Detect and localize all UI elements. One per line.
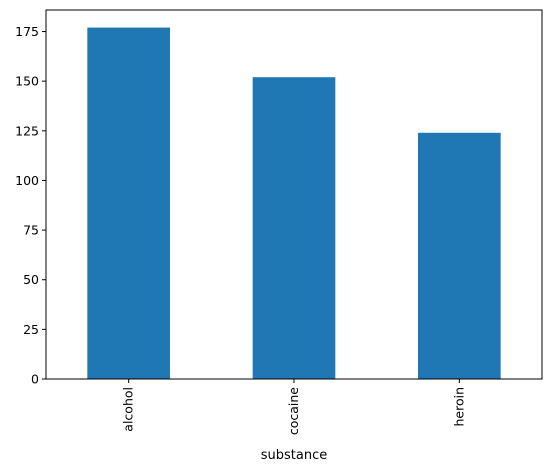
x-tick-label-alcohol: alcohol (121, 387, 136, 432)
y-tick-label: 75 (23, 223, 39, 238)
bar-heroin (418, 132, 501, 379)
y-tick-label: 125 (15, 123, 39, 138)
bar-alcohol (87, 27, 170, 379)
x-tick-label-cocaine: cocaine (286, 387, 301, 435)
bars (87, 27, 501, 380)
bar-cocaine (252, 77, 336, 380)
plot-frame (45, 9, 543, 380)
y-tick-label: 25 (23, 322, 39, 337)
y-tick-label: 150 (15, 74, 39, 89)
y-tick-label: 0 (31, 372, 39, 387)
y-tick-label: 175 (15, 24, 39, 39)
x-axis-label: substance (261, 448, 328, 463)
y-tick-label: 100 (15, 173, 39, 188)
x-axis-ticks: alcohol cocaine heroin (121, 379, 466, 435)
y-axis-ticks: 0 25 50 75 100 125 150 175 (15, 24, 46, 387)
x-tick-label-heroin: heroin (451, 387, 466, 427)
y-tick-label: 50 (23, 272, 39, 287)
